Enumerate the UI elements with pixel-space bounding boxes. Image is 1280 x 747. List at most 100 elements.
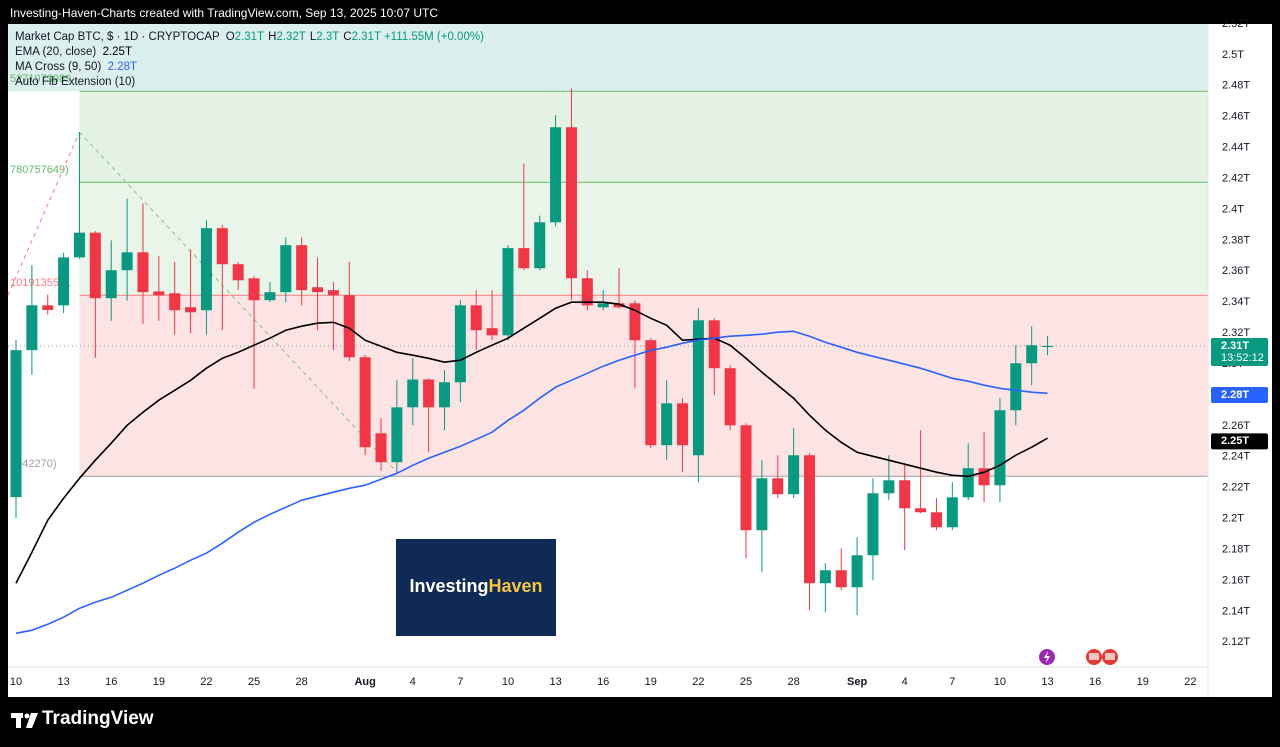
price-label: 2.31T xyxy=(1221,340,1249,352)
candle-body xyxy=(565,127,577,279)
y-tick-label: 2.46T xyxy=(1222,111,1250,123)
y-tick-label: 2.12T xyxy=(1222,636,1250,648)
ohlc-name: O xyxy=(225,31,235,43)
candle-body xyxy=(280,245,292,293)
candle-body xyxy=(819,570,831,584)
x-tick-label: 13 xyxy=(57,676,69,688)
y-tick-label: 2.4T xyxy=(1222,203,1244,215)
legend-name: EMA (20, close) xyxy=(15,46,97,58)
y-tick-label: 2.14T xyxy=(1222,605,1250,617)
candle-body xyxy=(105,270,117,299)
y-tick-label: 2.22T xyxy=(1222,482,1250,494)
candle-body xyxy=(438,382,450,408)
candle-body xyxy=(645,340,657,446)
candle-body xyxy=(883,480,895,494)
footer-logo xyxy=(11,713,38,728)
candle-body xyxy=(216,228,228,265)
series-price-label: 2.25T xyxy=(1221,435,1249,447)
candle-body xyxy=(915,508,927,513)
fib-trend xyxy=(79,131,398,473)
y-tick-label: 2.2T xyxy=(1222,513,1244,525)
fib-level-text: 1019135551 xyxy=(10,277,71,289)
candle-body xyxy=(343,295,355,358)
candle-body xyxy=(327,290,339,296)
y-tick-label: 2.36T xyxy=(1222,265,1250,277)
candle-body xyxy=(708,320,720,369)
candle-body xyxy=(946,497,958,528)
ohlc-value: 2.31T xyxy=(351,31,381,43)
y-tick-label: 2.52T xyxy=(1222,18,1250,30)
candle-body xyxy=(724,368,736,426)
candle-body xyxy=(581,278,593,306)
logo-shape xyxy=(16,713,21,728)
candle-body xyxy=(629,303,641,341)
candle-body xyxy=(296,245,308,291)
y-tick-label: 2.48T xyxy=(1222,80,1250,92)
indicator-line xyxy=(15,330,1048,635)
candle-body xyxy=(73,232,85,258)
price-countdown: 13:52:12 xyxy=(1221,352,1264,364)
x-tick-label: 13 xyxy=(549,676,561,688)
ohlc-value: 2.3T xyxy=(316,31,340,43)
x-tick-label: 16 xyxy=(1089,676,1101,688)
legend-name: MA Cross (9, 50) xyxy=(15,61,102,73)
top-title: Investing-Haven-Charts created with Trad… xyxy=(10,6,439,20)
ohlc-value: 2.32T xyxy=(276,31,306,43)
x-tick-label: 22 xyxy=(692,676,704,688)
candle-body xyxy=(10,350,22,498)
candle-body xyxy=(169,293,181,311)
candle-body xyxy=(200,228,212,311)
candle-body xyxy=(1010,363,1022,411)
x-tick-label: 28 xyxy=(296,676,308,688)
candle-body xyxy=(121,252,133,271)
y-tick-label: 2.32T xyxy=(1222,327,1250,339)
ohlc-name: C xyxy=(343,31,352,43)
event-glyph xyxy=(1089,653,1099,660)
legend-row: MA Cross (9, 50) 2.28T xyxy=(15,60,484,75)
candle-body xyxy=(185,307,197,313)
candle-body xyxy=(375,433,387,463)
y-tick-label: 2.26T xyxy=(1222,420,1250,432)
fib-level-text: 5271973989 xyxy=(10,73,71,85)
y-tick-label: 2.16T xyxy=(1222,574,1250,586)
candle-body xyxy=(248,278,260,301)
candle-body xyxy=(423,379,435,408)
candle-body xyxy=(692,320,704,456)
fib-zone xyxy=(79,295,1209,477)
candle-body xyxy=(851,555,863,588)
candle-body xyxy=(835,570,847,588)
candle-body xyxy=(597,303,609,308)
x-tick-label: 25 xyxy=(248,676,260,688)
x-tick-label: 10 xyxy=(10,676,22,688)
logo-part: Haven xyxy=(488,576,542,596)
fib-zone xyxy=(79,91,1209,183)
candle-body xyxy=(407,379,419,408)
price-box xyxy=(1211,337,1268,366)
x-tick-label: 4 xyxy=(410,676,416,688)
candle-body xyxy=(994,410,1006,486)
x-tick-label: 25 xyxy=(740,676,752,688)
candle-body xyxy=(502,248,514,336)
series-price-label: 2.28T xyxy=(1221,389,1249,401)
candle-body xyxy=(89,232,101,299)
x-tick-label: Sep xyxy=(847,676,867,688)
candle-body xyxy=(661,403,673,446)
x-tick-label: 10 xyxy=(994,676,1006,688)
candle-body xyxy=(486,328,498,336)
candle-body xyxy=(930,512,942,528)
candle-body xyxy=(518,248,530,269)
x-tick-label: 22 xyxy=(1184,676,1196,688)
candle-body xyxy=(153,291,165,296)
legend-row: EMA (20, close) 2.25T xyxy=(15,45,484,60)
event-glyph xyxy=(1044,651,1050,663)
ohlc-name: H xyxy=(268,31,277,43)
series-price-box xyxy=(1211,386,1268,403)
legend-row: Market Cap BTC, $ · 1D · CRYPTOCAP O2.31T… xyxy=(15,30,484,45)
event-glyph xyxy=(1105,653,1115,660)
logo-text: InvestingHaven xyxy=(409,576,542,596)
x-tick-label: 4 xyxy=(902,676,908,688)
y-tick-label: 2.44T xyxy=(1222,142,1250,154)
candle-body xyxy=(772,478,784,495)
fib-level-text: 780757649) xyxy=(10,164,69,176)
candle-body xyxy=(312,287,324,293)
